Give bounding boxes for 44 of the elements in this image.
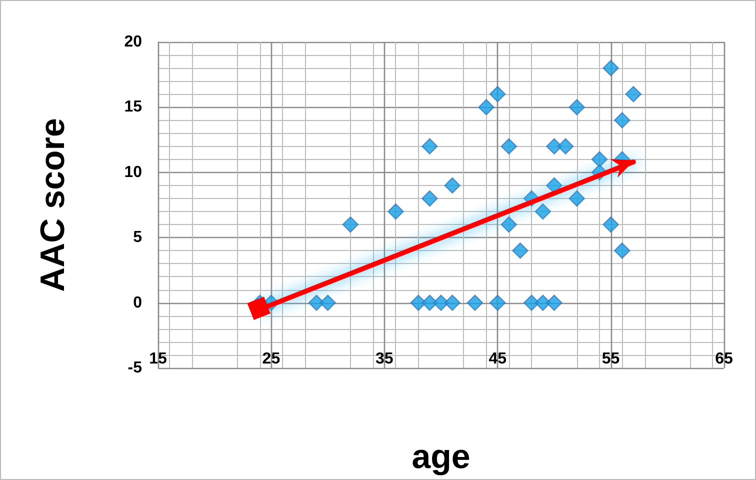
point bbox=[342, 216, 359, 233]
x-axis-title: age bbox=[412, 438, 470, 476]
point bbox=[500, 138, 518, 154]
point bbox=[388, 203, 404, 220]
point bbox=[557, 138, 574, 154]
point bbox=[512, 242, 528, 259]
point bbox=[568, 190, 585, 207]
point bbox=[625, 86, 642, 102]
point bbox=[308, 294, 325, 311]
y-tick-label: 5 bbox=[133, 229, 142, 246]
point bbox=[546, 294, 562, 311]
point bbox=[444, 294, 460, 311]
point bbox=[490, 86, 506, 102]
point bbox=[422, 190, 438, 207]
point bbox=[614, 242, 630, 259]
point bbox=[534, 203, 551, 220]
point bbox=[466, 294, 484, 311]
point bbox=[602, 216, 619, 233]
point bbox=[444, 177, 460, 194]
point bbox=[490, 294, 506, 311]
x-tick-label: 65 bbox=[715, 350, 733, 368]
x-tick-label: 25 bbox=[262, 350, 280, 368]
point bbox=[500, 216, 518, 233]
x-tick-label: 55 bbox=[602, 350, 620, 368]
y-tick-label: 10 bbox=[124, 164, 142, 181]
y-axis-title: AAC score bbox=[34, 118, 72, 292]
point bbox=[422, 138, 438, 154]
point bbox=[534, 294, 551, 311]
point bbox=[432, 294, 450, 311]
x-tick-label: 35 bbox=[376, 350, 394, 368]
x-tick-label: 45 bbox=[488, 350, 507, 368]
x-tick-label: 15 bbox=[149, 350, 167, 368]
point bbox=[614, 112, 630, 128]
point bbox=[602, 60, 619, 76]
point bbox=[523, 294, 540, 311]
point bbox=[591, 151, 608, 168]
point bbox=[320, 294, 336, 311]
y-tick-label: -5 bbox=[128, 360, 142, 376]
y-tick-label: 15 bbox=[124, 98, 142, 116]
y-tick-label: 0 bbox=[133, 294, 142, 312]
point bbox=[410, 294, 426, 311]
point bbox=[568, 99, 585, 116]
point bbox=[478, 99, 494, 116]
y-tick-label: 20 bbox=[124, 34, 142, 50]
